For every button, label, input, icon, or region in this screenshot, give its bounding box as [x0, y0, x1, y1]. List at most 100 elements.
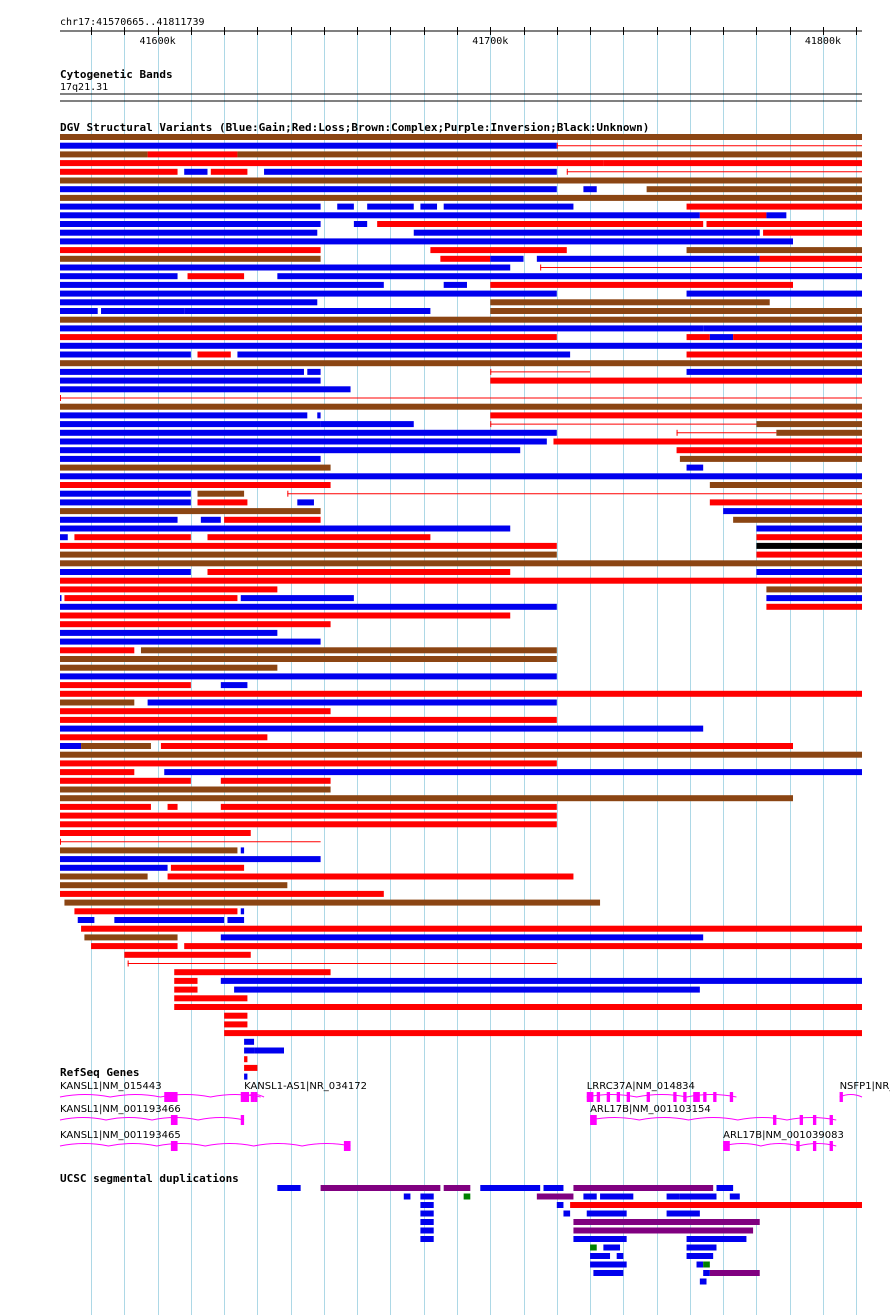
- dgv-variant-loss[interactable]: [81, 925, 863, 932]
- segdup-blue[interactable]: [603, 1244, 621, 1251]
- dgv-variant-gain[interactable]: [297, 499, 314, 506]
- dgv-variant-loss[interactable]: [699, 212, 767, 219]
- dgv-variant-loss[interactable]: [174, 1004, 862, 1010]
- dgv-variant-loss[interactable]: [160, 743, 794, 749]
- dgv-variant-gain[interactable]: [60, 386, 351, 393]
- segdup-blue[interactable]: [686, 1244, 717, 1251]
- dgv-variant-loss[interactable]: [60, 830, 251, 836]
- dgv-variant-loss[interactable]: [60, 482, 331, 488]
- dgv-variant-gain[interactable]: [60, 743, 82, 749]
- dgv-variant-gain[interactable]: [60, 638, 321, 645]
- dgv-variant-gain[interactable]: [244, 1073, 248, 1080]
- dgv-variant-gain[interactable]: [60, 264, 511, 271]
- dgv-variant-gain[interactable]: [307, 368, 321, 375]
- dgv-variant-loss[interactable]: [60, 682, 191, 689]
- segdup-blue[interactable]: [666, 1193, 680, 1200]
- dgv-variant-complex[interactable]: [60, 508, 321, 515]
- gene-intron[interactable]: [839, 1094, 863, 1098]
- segdup-blue[interactable]: [277, 1185, 301, 1191]
- dgv-variant-loss[interactable]: [244, 1064, 258, 1071]
- dgv-variant-loss[interactable]: [756, 534, 862, 541]
- gene-exon[interactable]: [723, 1141, 730, 1151]
- segdup-blue[interactable]: [563, 1210, 571, 1217]
- dgv-variant-gain[interactable]: [147, 699, 557, 706]
- dgv-variant-loss[interactable]: [197, 499, 248, 506]
- dgv-variant-loss[interactable]: [686, 334, 710, 341]
- dgv-variant-gain[interactable]: [317, 412, 321, 419]
- dgv-variant-gain[interactable]: [60, 673, 557, 680]
- dgv-variant-gain[interactable]: [60, 273, 178, 280]
- dgv-variant-loss[interactable]: [60, 168, 178, 175]
- dgv-variant-gain[interactable]: [686, 368, 862, 375]
- gene-intron[interactable]: [589, 1117, 837, 1121]
- dgv-variant-gain[interactable]: [60, 351, 191, 358]
- gene-exon[interactable]: [829, 1141, 833, 1151]
- dgv-variant-gain[interactable]: [60, 229, 318, 236]
- dgv-variant-loss[interactable]: [490, 281, 794, 288]
- gene-exon[interactable]: [170, 1115, 178, 1125]
- dgv-variant-loss[interactable]: [60, 777, 191, 784]
- dgv-variant-loss[interactable]: [170, 864, 245, 871]
- dgv-variant-complex[interactable]: [490, 308, 862, 314]
- dgv-variant-loss[interactable]: [756, 551, 862, 558]
- segdup-blue[interactable]: [420, 1227, 434, 1234]
- dgv-variant-loss[interactable]: [603, 160, 862, 167]
- segdup-blue[interactable]: [716, 1185, 734, 1191]
- dgv-variant-loss[interactable]: [74, 908, 238, 915]
- dgv-variant-gain[interactable]: [490, 255, 524, 262]
- dgv-variant-complex[interactable]: [60, 882, 288, 889]
- segdup-purple[interactable]: [573, 1185, 714, 1191]
- gene-exon[interactable]: [713, 1092, 717, 1102]
- dgv-variant-complex[interactable]: [709, 482, 862, 488]
- dgv-variant-complex[interactable]: [60, 360, 862, 367]
- dgv-variant-gain[interactable]: [703, 325, 862, 332]
- dgv-variant-gain[interactable]: [756, 525, 862, 532]
- dgv-variant-gain[interactable]: [60, 429, 557, 436]
- dgv-variant-loss[interactable]: [244, 1056, 248, 1063]
- dgv-variant-gain[interactable]: [60, 725, 704, 732]
- dgv-variant-loss[interactable]: [60, 890, 384, 897]
- dgv-variant-gain[interactable]: [184, 168, 208, 175]
- dgv-variant-gain[interactable]: [60, 290, 557, 297]
- segdup-blue[interactable]: [420, 1193, 434, 1200]
- dgv-variant-complex[interactable]: [60, 551, 557, 558]
- dgv-variant-complex[interactable]: [60, 151, 148, 158]
- dgv-variant-loss[interactable]: [490, 412, 862, 419]
- dgv-variant-loss[interactable]: [60, 612, 511, 619]
- segdup-blue[interactable]: [593, 1270, 624, 1276]
- dgv-variant-loss[interactable]: [706, 221, 862, 227]
- dgv-variant-complex[interactable]: [733, 516, 862, 523]
- gene-exon[interactable]: [606, 1092, 611, 1102]
- dgv-variant-loss[interactable]: [167, 803, 178, 810]
- dgv-variant-loss[interactable]: [60, 247, 321, 254]
- dgv-variant-complex[interactable]: [60, 873, 148, 880]
- dgv-variant-gain[interactable]: [114, 917, 225, 923]
- dgv-variant-loss[interactable]: [60, 586, 278, 593]
- dgv-variant-gain[interactable]: [443, 281, 467, 288]
- dgv-variant-gain[interactable]: [443, 203, 574, 210]
- dgv-variant-loss[interactable]: [440, 255, 491, 262]
- segdup-blue[interactable]: [420, 1210, 434, 1217]
- dgv-variant-gain[interactable]: [60, 490, 191, 497]
- gene-exon[interactable]: [626, 1092, 630, 1102]
- dgv-variant-loss[interactable]: [64, 595, 238, 602]
- dgv-variant-gain[interactable]: [101, 308, 185, 314]
- dgv-variant-complex[interactable]: [60, 751, 862, 758]
- gene-exon[interactable]: [616, 1092, 621, 1102]
- dgv-variant-loss[interactable]: [709, 499, 862, 506]
- segdup-red[interactable]: [570, 1202, 862, 1208]
- gene-exon[interactable]: [596, 1092, 601, 1102]
- dgv-variant-complex[interactable]: [60, 664, 278, 671]
- dgv-variant-gain[interactable]: [200, 516, 221, 523]
- dgv-variant-gain[interactable]: [240, 847, 245, 854]
- gene-exon[interactable]: [839, 1092, 843, 1102]
- segdup-blue[interactable]: [420, 1219, 434, 1225]
- segdup-blue[interactable]: [590, 1253, 611, 1259]
- dgv-variant-gain[interactable]: [237, 351, 571, 358]
- dgv-variant-gain[interactable]: [240, 595, 354, 602]
- segdup-blue[interactable]: [543, 1185, 564, 1191]
- dgv-variant-gain[interactable]: [164, 769, 862, 776]
- dgv-variant-gain[interactable]: [709, 334, 734, 341]
- gene-exon[interactable]: [343, 1141, 351, 1151]
- gene-exon[interactable]: [646, 1092, 650, 1102]
